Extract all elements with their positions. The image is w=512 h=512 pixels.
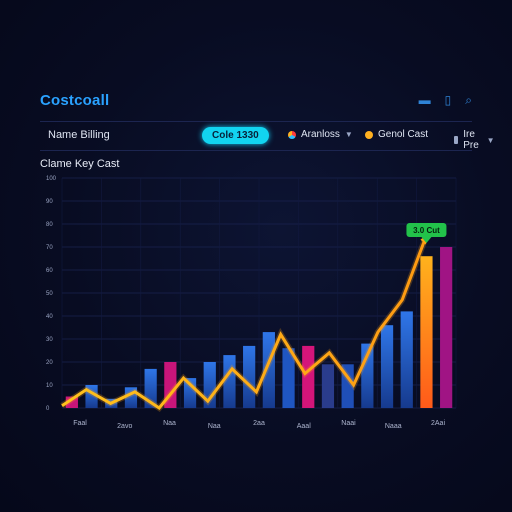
y-tick-label: 70: [46, 245, 53, 251]
x-tick-label: 2Aai: [431, 420, 445, 427]
y-tick-label: 90: [46, 199, 53, 205]
gold-dot-icon: [365, 130, 373, 139]
chart-line: [60, 232, 432, 413]
y-tick-label: 30: [46, 337, 53, 343]
restore-icon[interactable]: ▯: [444, 93, 452, 107]
bar: [65, 396, 78, 408]
value-callout: 3.0 Cut: [406, 223, 447, 243]
x-tick-label: 2aa: [253, 420, 265, 427]
filter-pill-button[interactable]: Cole 1330: [202, 127, 269, 144]
callout-text: 3.0 Cut: [413, 226, 440, 235]
document-icon: [454, 136, 459, 144]
callout-box: [406, 223, 447, 237]
chevron-down-icon: ▼: [344, 130, 353, 139]
legend-b-label: Genol Cast: [378, 129, 429, 140]
x-tick-label: Naa: [163, 420, 176, 427]
app-title: Costcoall: [40, 92, 110, 109]
bar: [440, 247, 453, 408]
chart-grid: [61, 177, 457, 409]
bar: [380, 325, 394, 408]
dropdown-label: Ire Pre: [463, 129, 479, 151]
dropdown-select[interactable]: Ire Pre ▼: [454, 129, 494, 151]
x-axis-ticks: Faal 2avo Naa Naa 2aa Aaal Naai Naaa 2Aai: [73, 420, 445, 430]
toolbar-label: Name Billing: [48, 129, 110, 141]
bar: [302, 345, 315, 408]
x-tick-label: 2avo: [117, 423, 132, 430]
chart-toolbar: Name Billing Cole 1330 Aranloss ▼ Genol …: [40, 121, 494, 151]
bar: [400, 311, 413, 408]
x-tick-label: Aaal: [297, 423, 311, 430]
y-tick-label: 80: [46, 222, 53, 228]
bar: [420, 256, 433, 408]
legend-item-b[interactable]: Genol Cast: [365, 129, 428, 140]
y-tick-label: 10: [46, 383, 53, 389]
bar: [262, 332, 275, 408]
y-axis-ticks: 0 10 20 30 40 50 60 70 80 90 100: [46, 176, 57, 412]
callout-pointer: [421, 237, 432, 243]
y-tick-label: 20: [46, 360, 53, 366]
bar: [282, 348, 295, 408]
chevron-down-icon: ▼: [486, 135, 495, 145]
multicolor-dot-icon: [288, 130, 296, 139]
minimize-icon[interactable]: ▬: [418, 93, 431, 107]
window-controls: ▬ ▯ ⌕: [419, 93, 472, 108]
legend-a-label: Aranloss: [301, 129, 340, 140]
y-tick-label: 50: [46, 291, 53, 297]
bar: [321, 364, 335, 408]
x-tick-label: Naaa: [385, 423, 402, 430]
y-tick-label: 100: [46, 176, 57, 182]
y-tick-label: 0: [46, 406, 50, 412]
x-tick-label: Naa: [208, 423, 221, 430]
chart-bars: [65, 247, 453, 408]
y-tick-label: 40: [46, 314, 53, 320]
search-icon[interactable]: ⌕: [465, 93, 472, 107]
y-tick-label: 60: [46, 268, 53, 274]
x-tick-label: Naai: [341, 420, 356, 427]
x-tick-label: Faal: [73, 420, 87, 427]
line-series: [61, 234, 428, 411]
legend-item-a[interactable]: Aranloss ▼: [288, 129, 353, 140]
chart-title: Clame Key Cast: [40, 158, 120, 170]
bar: [144, 368, 157, 408]
bar: [243, 345, 256, 408]
